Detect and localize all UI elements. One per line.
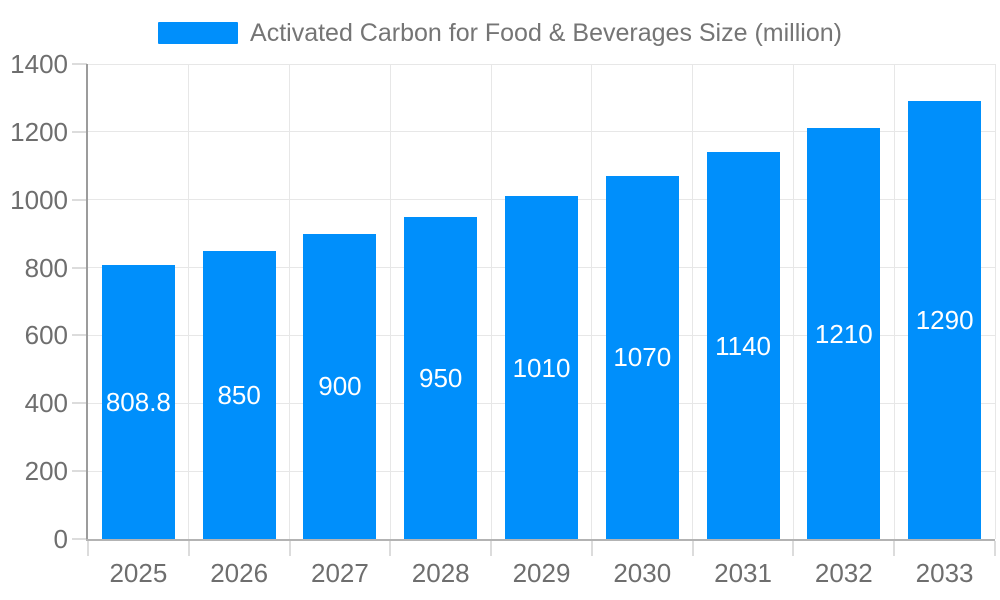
- y-axis-tick-label: 0: [53, 524, 68, 554]
- x-axis-tick-label: 2032: [814, 558, 873, 588]
- x-axis-tick: [691, 541, 694, 556]
- y-axis-tick-label: 200: [24, 456, 68, 487]
- bar-2029[interactable]: [505, 196, 578, 539]
- bar-2026[interactable]: [202, 250, 276, 539]
- gridline-vertical: [792, 64, 794, 539]
- legend-label: Activated Carbon for Food & Beverages Si…: [250, 19, 842, 47]
- x-axis-tick: [490, 541, 493, 556]
- y-axis-tick: [72, 198, 87, 201]
- gridline-vertical: [188, 64, 190, 539]
- y-axis-tick-label: 600: [24, 320, 68, 351]
- legend-swatch-icon: [158, 22, 239, 44]
- gridline-horizontal: [88, 131, 995, 133]
- y-axis-tick: [72, 538, 87, 540]
- x-axis-tick-label: 2029: [512, 558, 571, 588]
- gridline-vertical: [289, 64, 291, 539]
- y-axis-tick-label: 1400: [10, 49, 68, 79]
- x-axis-tick-label: 2030: [613, 558, 672, 588]
- x-axis-tick: [288, 541, 291, 556]
- x-axis-tick-label: 2028: [411, 558, 470, 588]
- y-axis-tick: [72, 130, 87, 133]
- gridline-vertical: [692, 64, 694, 539]
- x-axis-tick-label: 2026: [210, 558, 269, 588]
- x-axis-tick: [792, 541, 795, 556]
- x-axis-tick: [994, 541, 996, 556]
- y-axis-tick-label: 1000: [10, 184, 68, 215]
- x-axis-tick: [87, 541, 89, 556]
- x-axis-tick: [187, 541, 190, 556]
- bar-2032[interactable]: [807, 128, 881, 539]
- gridline-vertical: [591, 64, 593, 539]
- x-axis-tick: [893, 541, 896, 556]
- bar-2028[interactable]: [404, 216, 478, 539]
- gridline-vertical: [490, 64, 492, 539]
- y-axis-tick: [72, 402, 87, 405]
- bar-2033[interactable]: [908, 101, 982, 539]
- y-axis-tick: [72, 334, 87, 337]
- x-axis-tick-label: 2031: [714, 558, 772, 588]
- x-axis-line: [86, 539, 995, 541]
- x-axis-tick-label: 2033: [915, 558, 974, 588]
- bar-2031[interactable]: [706, 152, 780, 539]
- gridline-horizontal: [88, 63, 995, 65]
- x-axis-tick: [590, 541, 593, 556]
- y-axis-tick: [72, 266, 87, 269]
- gridline-vertical: [994, 64, 996, 539]
- x-axis-tick-label: 2025: [109, 558, 168, 588]
- y-axis-line: [86, 64, 88, 541]
- legend-item[interactable]: Activated Carbon for Food & Beverages Si…: [0, 19, 1000, 47]
- y-axis-tick-label: 400: [24, 388, 68, 419]
- y-axis-tick-label: 800: [24, 252, 68, 283]
- bar-2030[interactable]: [605, 175, 679, 539]
- y-axis-tick-label: 1200: [10, 116, 68, 147]
- x-axis-tick-label: 2027: [311, 558, 369, 588]
- bar-2025[interactable]: [101, 264, 175, 539]
- gridline-vertical: [389, 64, 391, 539]
- bar-2027[interactable]: [303, 233, 377, 539]
- x-axis-tick: [389, 541, 392, 556]
- gridline-vertical: [893, 64, 895, 539]
- y-axis-tick: [72, 470, 87, 473]
- y-axis-tick: [72, 63, 87, 65]
